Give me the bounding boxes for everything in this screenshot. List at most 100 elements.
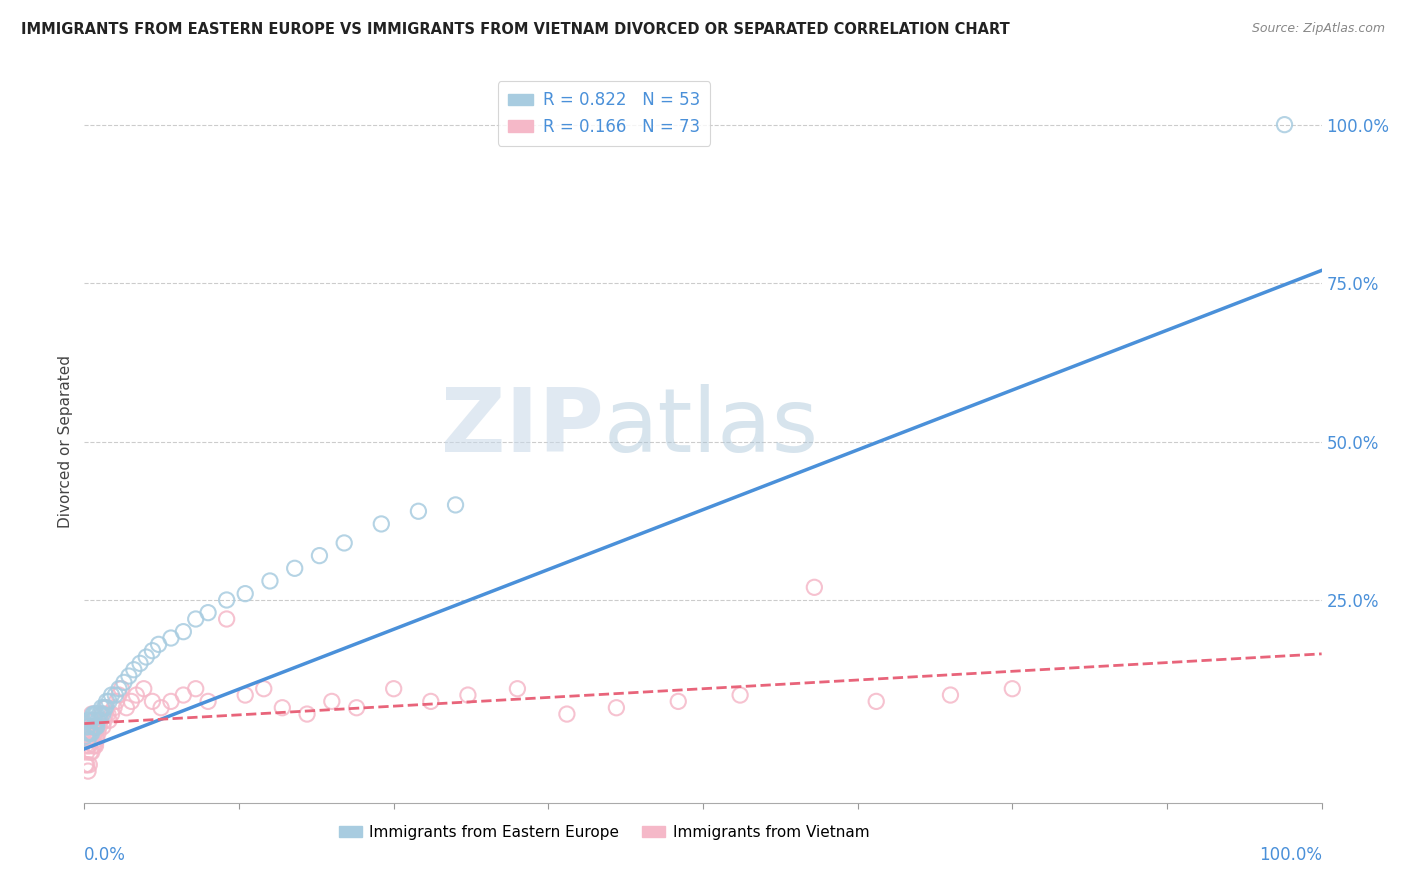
Point: [89, 714, 111, 728]
Point: [253, 681, 276, 696]
Point: [79, 714, 101, 728]
Point: [259, 574, 281, 588]
Point: [80, 745, 103, 759]
Point: [160, 631, 183, 645]
Point: [100, 688, 122, 702]
Text: 0.0%: 0.0%: [84, 847, 127, 864]
Point: [150, 700, 173, 714]
Point: [141, 643, 163, 657]
Point: [76, 720, 98, 734]
Point: [321, 694, 343, 708]
Point: [125, 688, 148, 702]
Point: [76, 732, 98, 747]
Point: [382, 681, 405, 696]
Point: [605, 700, 627, 714]
Point: [93, 714, 115, 728]
Point: [1001, 681, 1024, 696]
Text: 100.0%: 100.0%: [1258, 847, 1322, 864]
Point: [87, 714, 110, 728]
Point: [89, 707, 111, 722]
Point: [129, 657, 152, 671]
Point: [82, 714, 104, 728]
Point: [79, 732, 101, 747]
Point: [172, 624, 194, 639]
Point: [80, 720, 103, 734]
Point: [93, 700, 115, 714]
Point: [98, 694, 121, 708]
Point: [86, 732, 108, 747]
Point: [89, 720, 111, 734]
Point: [80, 707, 103, 722]
Point: [96, 700, 118, 714]
Point: [197, 606, 219, 620]
Point: [100, 707, 122, 722]
Text: Source: ZipAtlas.com: Source: ZipAtlas.com: [1251, 22, 1385, 36]
Point: [82, 707, 104, 722]
Point: [444, 498, 467, 512]
Point: [77, 726, 100, 740]
Point: [184, 681, 207, 696]
Point: [215, 593, 238, 607]
Point: [75, 739, 97, 753]
Point: [75, 729, 97, 743]
Point: [94, 707, 117, 722]
Point: [83, 714, 105, 728]
Point: [346, 700, 368, 714]
Point: [87, 726, 110, 740]
Point: [96, 694, 118, 708]
Point: [118, 669, 141, 683]
Point: [84, 739, 107, 753]
Point: [79, 726, 101, 740]
Point: [108, 681, 131, 696]
Point: [148, 637, 170, 651]
Point: [77, 714, 100, 728]
Point: [184, 612, 207, 626]
Point: [79, 739, 101, 753]
Point: [122, 663, 145, 677]
Point: [172, 688, 194, 702]
Point: [80, 726, 103, 740]
Point: [86, 707, 108, 722]
Point: [1274, 118, 1296, 132]
Point: [79, 720, 101, 734]
Point: [457, 688, 479, 702]
Point: [105, 694, 128, 708]
Point: [86, 720, 108, 734]
Point: [82, 720, 104, 734]
Point: [112, 675, 135, 690]
Point: [83, 707, 105, 722]
Point: [76, 745, 98, 759]
Point: [83, 720, 105, 734]
Point: [110, 681, 132, 696]
Point: [79, 726, 101, 740]
Point: [141, 694, 163, 708]
Point: [80, 732, 103, 747]
Legend: Immigrants from Eastern Europe, Immigrants from Vietnam: Immigrants from Eastern Europe, Immigran…: [333, 819, 876, 846]
Point: [115, 700, 138, 714]
Point: [939, 688, 962, 702]
Point: [76, 757, 98, 772]
Point: [76, 726, 98, 740]
Point: [79, 726, 101, 740]
Point: [80, 714, 103, 728]
Point: [666, 694, 689, 708]
Point: [419, 694, 441, 708]
Point: [84, 720, 107, 734]
Point: [89, 707, 111, 722]
Point: [233, 688, 256, 702]
Point: [728, 688, 751, 702]
Point: [94, 700, 117, 714]
Point: [82, 726, 104, 740]
Point: [75, 757, 97, 772]
Point: [233, 587, 256, 601]
Point: [86, 720, 108, 734]
Point: [84, 714, 107, 728]
Point: [108, 688, 131, 702]
Point: [97, 707, 120, 722]
Point: [271, 700, 294, 714]
Text: IMMIGRANTS FROM EASTERN EUROPE VS IMMIGRANTS FROM VIETNAM DIVORCED OR SEPARATED : IMMIGRANTS FROM EASTERN EUROPE VS IMMIGR…: [21, 22, 1010, 37]
Point: [803, 580, 825, 594]
Point: [135, 650, 157, 665]
Point: [79, 714, 101, 728]
Point: [83, 726, 105, 740]
